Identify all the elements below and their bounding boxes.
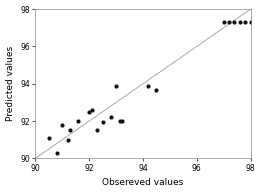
Point xyxy=(155,89,159,92)
Point xyxy=(90,108,94,111)
Point xyxy=(243,21,247,24)
Point xyxy=(146,85,151,88)
Point xyxy=(95,129,99,132)
Point xyxy=(60,123,64,126)
Point xyxy=(68,129,73,132)
Point xyxy=(227,21,231,24)
Point xyxy=(76,119,81,123)
Point xyxy=(66,138,70,141)
Point xyxy=(118,119,122,123)
Point xyxy=(120,119,124,123)
Point xyxy=(114,85,118,88)
Point xyxy=(55,151,59,154)
Point xyxy=(232,21,236,24)
Point xyxy=(87,110,91,113)
Point xyxy=(100,120,105,124)
Point xyxy=(47,136,51,139)
Point xyxy=(222,21,226,24)
Point xyxy=(248,21,253,24)
Point xyxy=(109,116,113,119)
X-axis label: Obsereved values: Obsereved values xyxy=(102,179,184,187)
Point xyxy=(238,21,242,24)
Y-axis label: Predicted values: Predicted values xyxy=(5,46,15,121)
